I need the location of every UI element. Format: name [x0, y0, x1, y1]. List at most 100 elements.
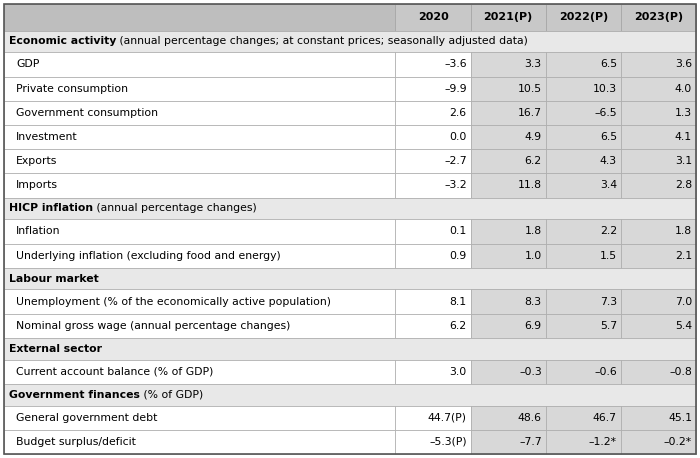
Text: –7.7: –7.7	[519, 437, 542, 447]
Bar	[4, 4, 395, 31]
Bar	[4, 219, 395, 244]
Text: Nominal gross wage (annual percentage changes): Nominal gross wage (annual percentage ch…	[16, 321, 290, 331]
Bar	[395, 101, 470, 125]
Bar	[4, 244, 395, 268]
Text: 2022(P): 2022(P)	[559, 12, 608, 22]
Bar	[470, 219, 546, 244]
Text: 8.3: 8.3	[524, 297, 542, 306]
Bar	[4, 101, 395, 125]
Bar	[546, 149, 621, 174]
Text: General government debt: General government debt	[16, 413, 158, 423]
Text: –5.3(P): –5.3(P)	[429, 437, 467, 447]
Bar	[546, 406, 621, 430]
Text: Economic activity: Economic activity	[9, 37, 116, 47]
Bar	[546, 174, 621, 197]
Bar	[4, 174, 395, 197]
Bar	[395, 52, 470, 76]
Text: 6.2: 6.2	[524, 156, 542, 166]
Bar	[4, 360, 395, 384]
Bar	[621, 430, 696, 454]
Bar	[470, 430, 546, 454]
Text: 4.0: 4.0	[675, 84, 692, 94]
Text: 1.3: 1.3	[675, 108, 692, 118]
Bar	[470, 52, 546, 76]
Text: –0.3: –0.3	[519, 367, 542, 377]
Text: Exports: Exports	[16, 156, 57, 166]
Text: Government consumption: Government consumption	[16, 108, 158, 118]
Text: 4.1: 4.1	[675, 132, 692, 142]
Bar	[4, 314, 395, 338]
Bar	[395, 406, 470, 430]
Text: –0.6: –0.6	[594, 367, 617, 377]
Text: 6.5: 6.5	[600, 132, 617, 142]
Bar	[546, 244, 621, 268]
Text: Budget surplus/deficit: Budget surplus/deficit	[16, 437, 136, 447]
Text: (annual percentage changes; at constant prices; seasonally adjusted data): (annual percentage changes; at constant …	[116, 37, 528, 47]
Bar	[4, 338, 696, 360]
Text: 0.0: 0.0	[449, 132, 467, 142]
Text: Underlying inflation (excluding food and energy): Underlying inflation (excluding food and…	[16, 251, 281, 261]
Text: 6.2: 6.2	[449, 321, 467, 331]
Text: 2.8: 2.8	[675, 180, 692, 191]
Bar	[4, 76, 395, 101]
Text: Unemployment (% of the economically active population): Unemployment (% of the economically acti…	[16, 297, 331, 306]
Text: 6.5: 6.5	[600, 60, 617, 70]
Bar	[395, 76, 470, 101]
Text: 7.0: 7.0	[675, 297, 692, 306]
Text: Inflation: Inflation	[16, 226, 60, 236]
Text: Government finances: Government finances	[9, 390, 140, 400]
Text: –2.7: –2.7	[444, 156, 467, 166]
Bar	[546, 289, 621, 314]
Text: –0.8: –0.8	[669, 367, 692, 377]
Text: 8.1: 8.1	[449, 297, 467, 306]
Text: (% of GDP): (% of GDP)	[140, 390, 203, 400]
Bar	[470, 4, 546, 31]
Bar	[621, 101, 696, 125]
Text: Imports: Imports	[16, 180, 58, 191]
Text: HICP inflation: HICP inflation	[9, 203, 93, 213]
Bar	[621, 406, 696, 430]
Bar	[621, 289, 696, 314]
Text: 3.4: 3.4	[600, 180, 617, 191]
Bar	[621, 244, 696, 268]
Text: 16.7: 16.7	[518, 108, 542, 118]
Text: 11.8: 11.8	[518, 180, 542, 191]
Bar	[546, 52, 621, 76]
Bar	[470, 149, 546, 174]
Bar	[4, 268, 696, 289]
Text: –9.9: –9.9	[444, 84, 467, 94]
Bar	[470, 406, 546, 430]
Bar	[470, 244, 546, 268]
Text: 45.1: 45.1	[668, 413, 692, 423]
Bar	[621, 76, 696, 101]
Bar	[546, 101, 621, 125]
Text: 10.3: 10.3	[593, 84, 617, 94]
Text: 2.2: 2.2	[600, 226, 617, 236]
Bar	[4, 125, 395, 149]
Bar	[621, 360, 696, 384]
Text: 5.7: 5.7	[600, 321, 617, 331]
Bar	[395, 125, 470, 149]
Bar	[621, 314, 696, 338]
Bar	[4, 31, 696, 52]
Bar	[395, 360, 470, 384]
Bar	[621, 219, 696, 244]
Text: Investment: Investment	[16, 132, 78, 142]
Bar	[621, 4, 696, 31]
Bar	[4, 384, 696, 406]
Text: 6.9: 6.9	[524, 321, 542, 331]
Bar	[470, 289, 546, 314]
Bar	[395, 289, 470, 314]
Bar	[621, 174, 696, 197]
Bar	[470, 76, 546, 101]
Text: 10.5: 10.5	[517, 84, 542, 94]
Text: 3.3: 3.3	[524, 60, 542, 70]
Bar	[546, 360, 621, 384]
Text: 4.9: 4.9	[524, 132, 542, 142]
Bar	[470, 125, 546, 149]
Text: GDP: GDP	[16, 60, 39, 70]
Bar	[546, 430, 621, 454]
Text: 1.5: 1.5	[600, 251, 617, 261]
Text: 1.0: 1.0	[524, 251, 542, 261]
Text: External sector: External sector	[9, 344, 102, 354]
